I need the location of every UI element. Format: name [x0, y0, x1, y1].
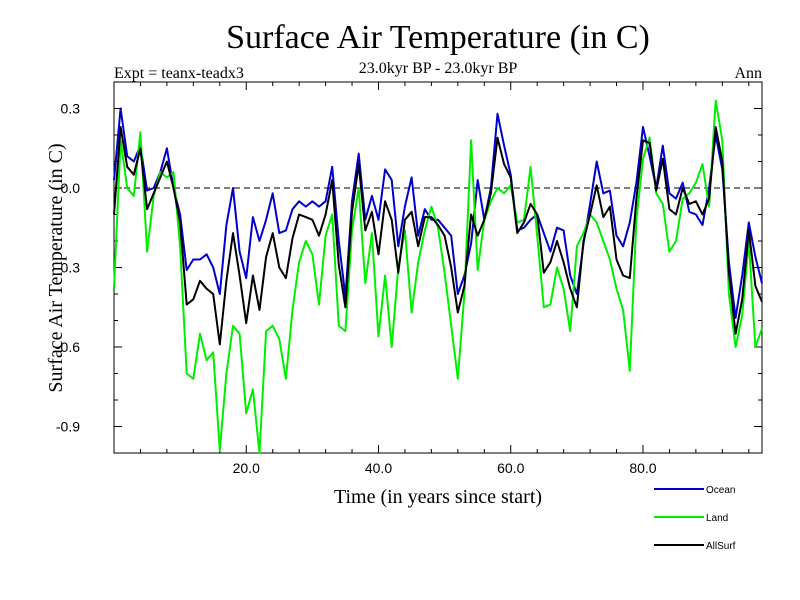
x-tick-label: 80.0	[629, 460, 656, 476]
y-tick-label: 0.0	[61, 180, 81, 196]
experiment-label: Expt = teanx-teadx3	[114, 65, 244, 82]
season-label: Ann	[734, 65, 762, 82]
legend-label-allsurf: AllSurf	[706, 541, 736, 552]
y-tick-label: -0.6	[56, 339, 80, 355]
chart-subtitle: 23.0kyr BP - 23.0kyr BP	[359, 60, 518, 77]
x-tick-label: 40.0	[365, 460, 392, 476]
chart-title: Surface Air Temperature (in C)	[226, 19, 650, 56]
y-tick-label: -0.3	[56, 260, 80, 276]
plot-area: 20.0 40.0 60.0 80.0 0.3 0.0 -0.3 -0.6 -0.9	[56, 81, 763, 476]
legend-label-land: Land	[706, 513, 728, 524]
legend: Ocean Land AllSurf	[654, 485, 736, 552]
x-tick-label: 60.0	[497, 460, 524, 476]
x-tick-label: 20.0	[233, 460, 260, 476]
x-axis-label: Time (in years since start)	[334, 486, 542, 508]
plot-frame	[113, 81, 763, 454]
y-tick-label: 0.3	[61, 101, 81, 117]
legend-label-ocean: Ocean	[706, 485, 735, 496]
series-line-allsurf	[113, 126, 763, 346]
y-axis-label: Surface Air Temperature (in C)	[45, 143, 67, 392]
y-tick-label: -0.9	[56, 419, 80, 435]
